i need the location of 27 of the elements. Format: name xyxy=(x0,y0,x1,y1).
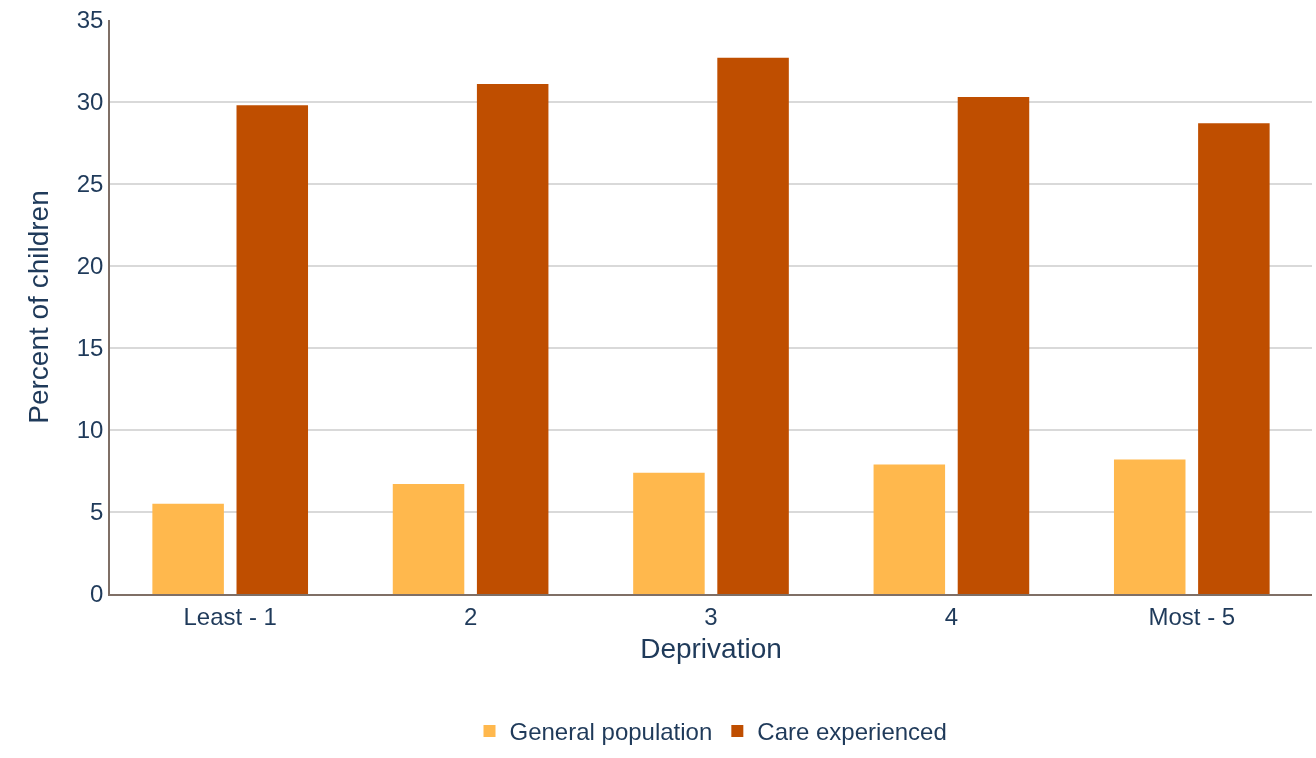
x-tick-label: 2 xyxy=(463,602,478,630)
y-axis-title: Percent of children xyxy=(22,190,54,424)
y-tick-label: 35 xyxy=(76,6,104,34)
bar xyxy=(957,97,1030,594)
bar xyxy=(392,484,465,594)
x-tick-label: Most - 5 xyxy=(1148,602,1236,630)
y-tick-label: 0 xyxy=(90,580,104,608)
bar xyxy=(152,503,224,594)
y-tick-label: 25 xyxy=(76,170,104,198)
bar xyxy=(717,57,789,594)
bar xyxy=(1113,459,1186,594)
y-tick-label: 30 xyxy=(76,88,104,116)
x-tick-label: Least - 1 xyxy=(183,602,277,630)
bar xyxy=(236,105,309,594)
y-tick-label: 15 xyxy=(76,334,104,362)
legend-label: Care experienced xyxy=(757,718,947,746)
x-tick-label: 3 xyxy=(704,602,718,630)
bar xyxy=(873,464,946,594)
bar xyxy=(1198,123,1270,594)
y-tick-label: 10 xyxy=(76,416,104,444)
legend-label: General population xyxy=(509,718,713,746)
x-tick-label: 4 xyxy=(944,602,959,630)
y-tick-label: 20 xyxy=(76,252,104,280)
y-tick-label: 5 xyxy=(90,498,104,526)
bar xyxy=(476,83,549,594)
x-axis-title: Deprivation xyxy=(640,633,782,665)
bar xyxy=(633,472,705,594)
